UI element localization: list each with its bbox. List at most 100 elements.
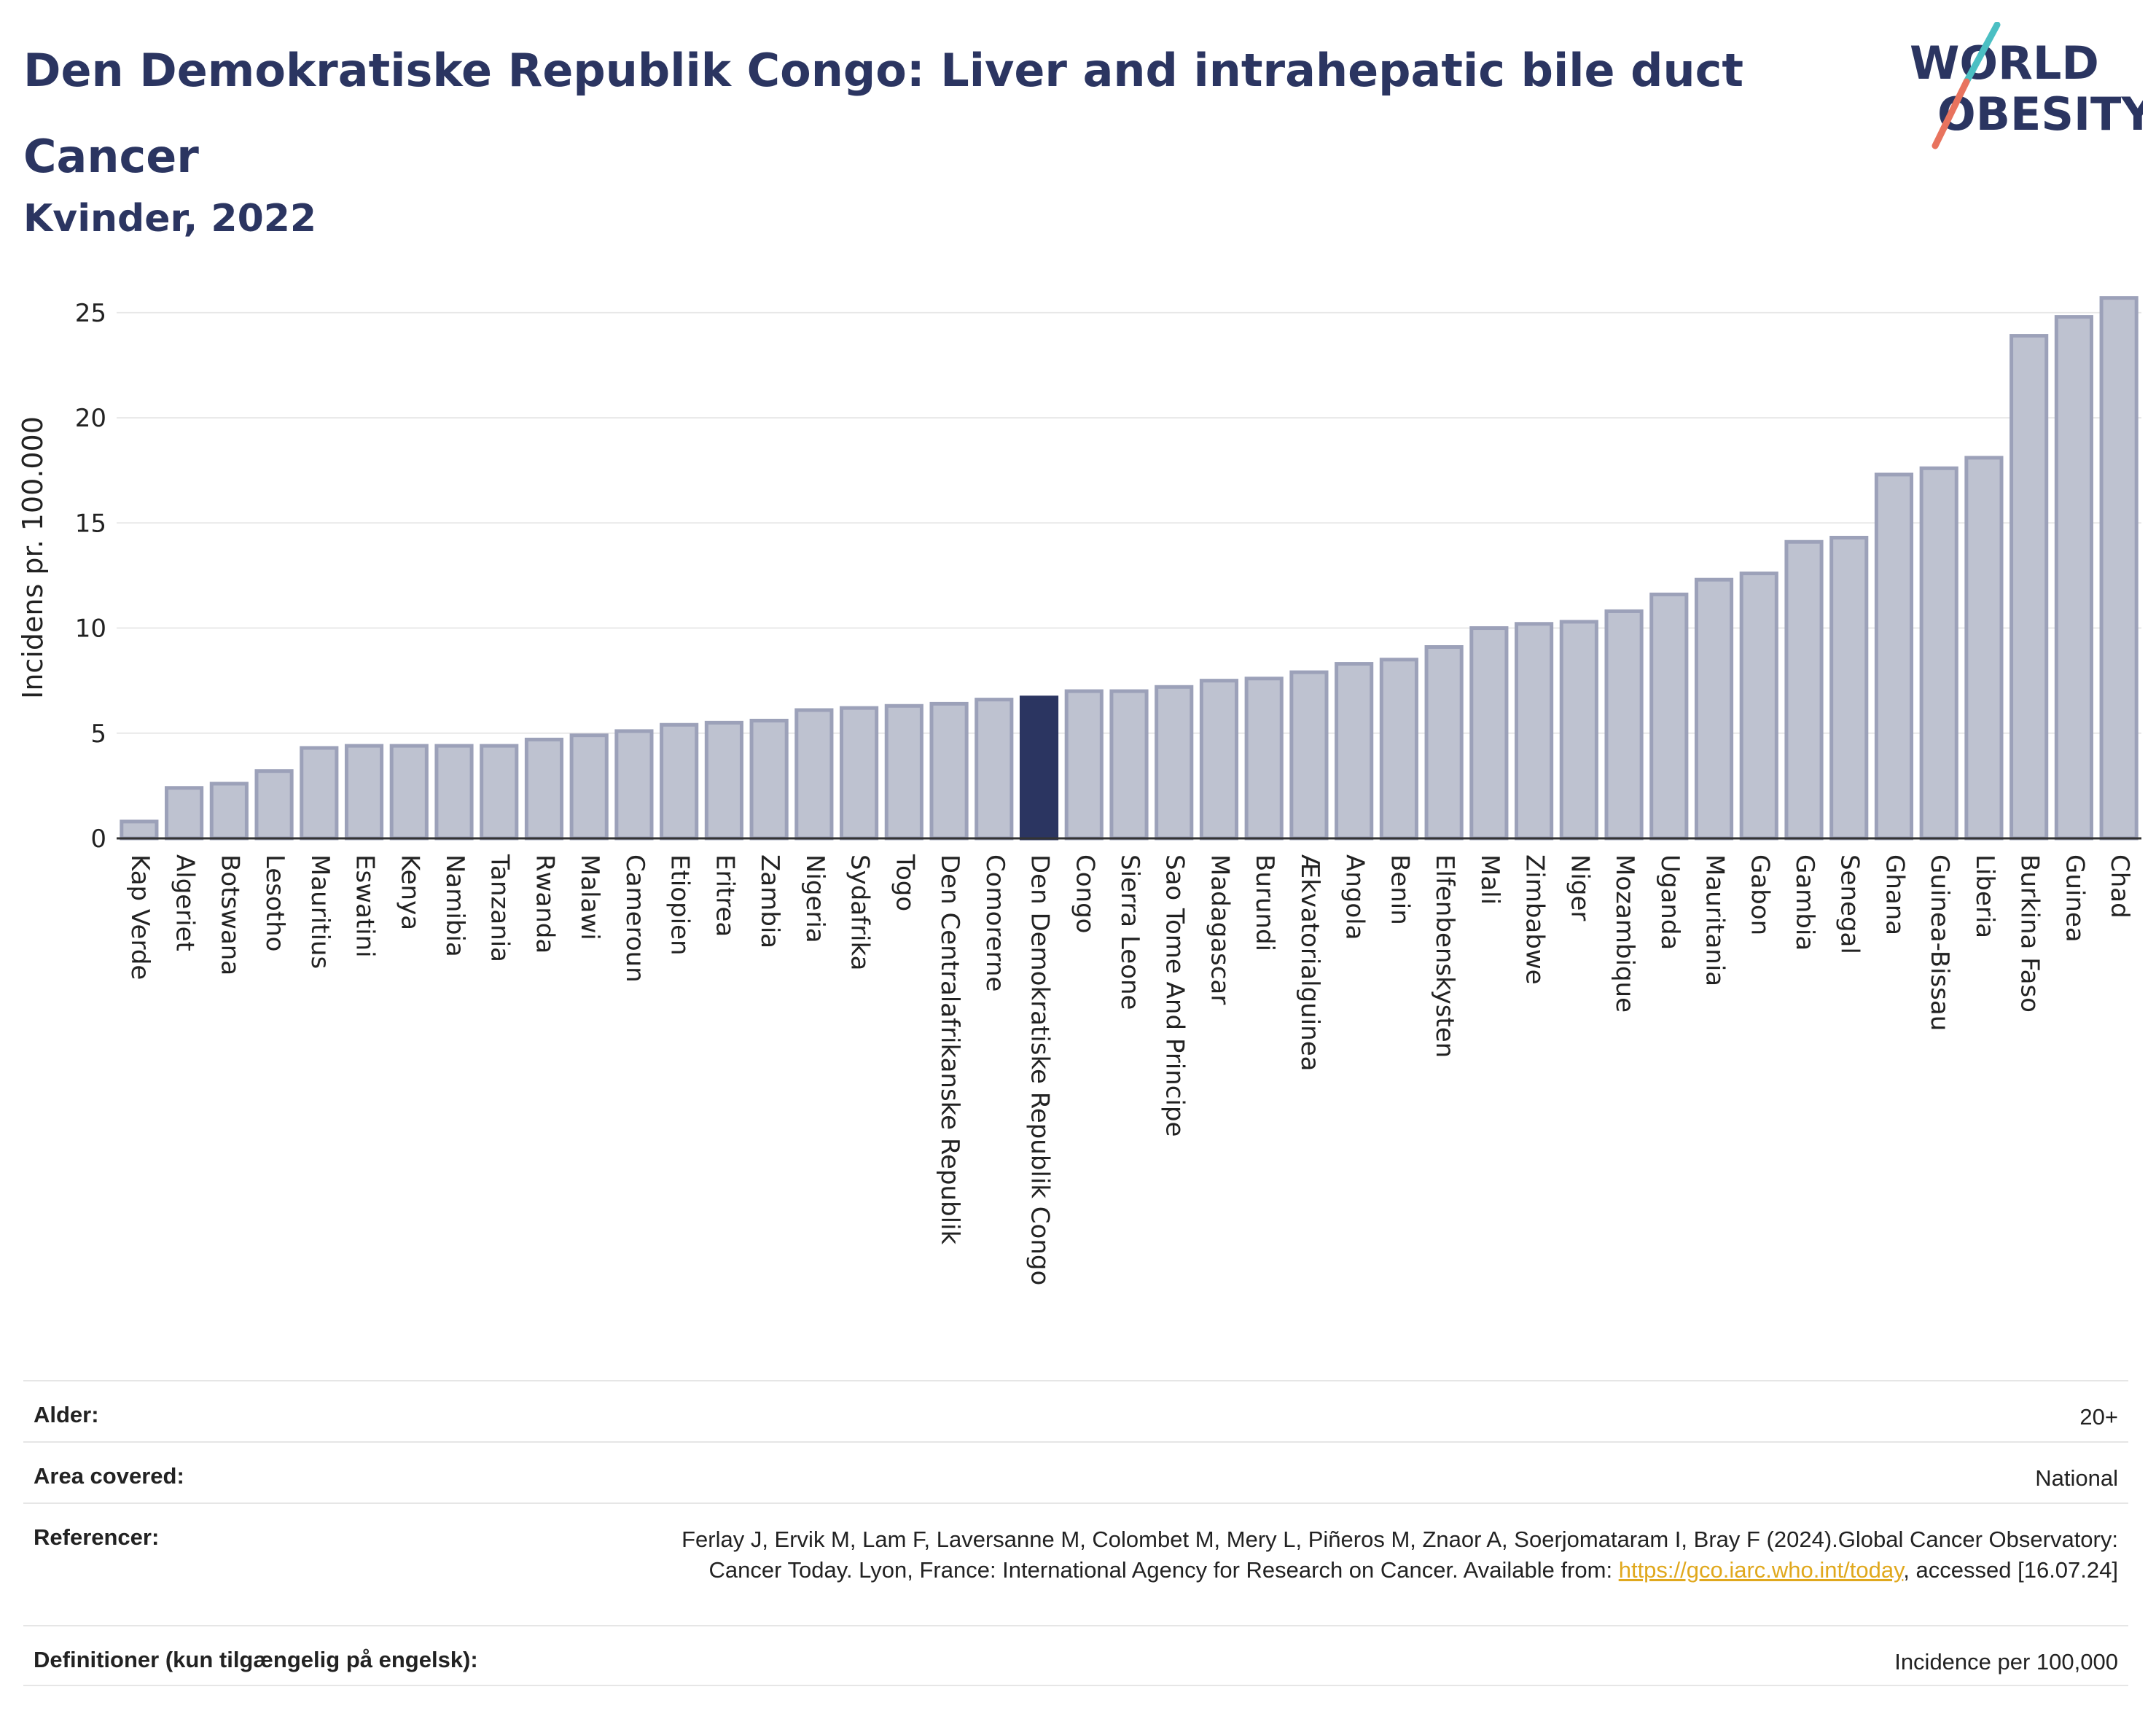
x-tick-label: Comorerne [980,854,1009,991]
info-value-references: Ferlay J, Ervik M, Lam F, Laversanne M, … [631,1504,2118,1625]
x-tick-label: Gambia [1790,854,1819,951]
x-tick-label: Den Centralafrikanske Republik [935,854,964,1244]
x-tick-label: Ækvatorialguinea [1295,854,1324,1071]
logo-line2: OBESITY [1937,87,2143,141]
bar-congo [1064,689,1104,841]
bar-niger [1559,620,1598,841]
x-tick-label: Elfenbenskysten [1430,854,1459,1058]
x-tick-label: Nigeria [800,854,829,943]
info-row-area: Area covered: National [23,1441,2128,1502]
info-row-age: Alder: 20+ [23,1380,2128,1441]
bar-sydafrika [840,706,879,841]
chart-subtitle: Kvinder, 2022 [23,197,317,241]
bar-den-centralafrikanske-republik [929,701,969,841]
bar-nigeria [794,708,834,841]
bar-ghana [1874,472,1914,841]
bar-kenya [389,744,429,841]
bar-mauritius [300,746,339,841]
info-key-references: Referencer: [34,1524,160,1550]
world-obesity-logo: WORLD OBESITY [1910,22,2143,149]
bar-cameroun [614,729,654,841]
chart-title: Den Demokratiske Republik Congo: Liver a… [23,44,1744,183]
bar-malawi [569,733,609,841]
bar-chart: 0 5 10 15 20 25 Kap Verde Algeriet Botswana Leso… [17,296,2141,1285]
bar-etiopien [660,722,699,841]
bar-liberia [1964,456,2004,841]
bar-comorerne [975,698,1014,841]
x-tick-label: Burkina Faso [2015,854,2044,1013]
bar-mauritania [1694,577,1734,841]
info-table: Alder: 20+ Area covered: National Refere… [23,1380,2128,1686]
info-row-references: Referencer: Ferlay J, Ervik M, Lam F, La… [23,1502,2128,1625]
x-tick-label: Burundi [1250,854,1279,951]
info-key-definitions: Definitioner (kun tilgængelig på engelsk… [34,1647,478,1672]
bar-madagascar [1199,679,1239,841]
bar-eswatini [344,744,384,841]
x-tick-label: Algeriet [171,854,200,951]
y-tick-label: 25 [75,299,106,328]
logo-slash-teal [1963,22,2001,85]
x-tick-label: Malawi [575,854,604,940]
x-tick-label: Sierra Leone [1115,854,1144,1010]
info-key-age: Alder: [34,1402,99,1427]
x-tick-label: Namibia [440,854,469,957]
bar-guinea [2054,315,2093,841]
reference-accessed: , accessed [16.07.24] [1903,1557,2118,1583]
x-tick-label: Zimbabwe [1520,854,1550,985]
x-tick-label: Cameroun [620,854,649,983]
bar-zambia [749,718,789,841]
y-tick-label: 10 [75,615,106,644]
bar-guinea-bissau [1919,466,1958,841]
bar-den-demokratiske-republik-congo [1019,695,1059,841]
x-tick-label: Mauritius [305,854,335,969]
x-tick-label: Mauritania [1700,854,1730,986]
bar-gambia [1784,539,1824,841]
logo-slash-coral [1932,78,1970,149]
x-tick-label: Lesotho [260,854,289,951]
bar-namibia [434,744,474,841]
y-tick-label: 0 [90,825,106,854]
bar-benin [1379,658,1418,841]
y-axis-ticks: 0 5 10 15 20 25 [75,299,106,854]
x-tick-label: Congo [1070,854,1099,933]
x-tick-label: Tanzania [485,854,515,962]
x-tick-label: Chad [2105,854,2134,919]
bar-elfenbenskysten [1424,645,1464,841]
x-tick-label: Kenya [395,854,424,930]
bar-chad [2099,296,2139,841]
bar-mozambique [1604,609,1644,841]
bar-kap-verde [120,819,159,841]
x-tick-label: Madagascar [1205,854,1234,1005]
y-axis-label: Incidens pr. 100.000 [17,416,49,699]
x-tick-label: Rwanda [530,854,559,954]
bar-rwanda [524,737,564,841]
info-value-age: 20+ [2079,1404,2118,1430]
y-tick-label: 5 [90,720,106,749]
x-tick-label: Gabon [1745,854,1774,935]
y-tick-label: 20 [75,404,106,433]
x-tick-label: Guinea [2060,854,2089,943]
x-tick-label: Uganda [1655,854,1684,950]
x-tick-label: Eswatini [351,854,380,958]
x-tick-label: Kap Verde [125,854,155,980]
bar-burkina-faso [2009,334,2049,841]
bar-sao-tome-and-principe [1155,685,1194,841]
reference-link[interactable]: https://gco.iarc.who.int/today [1618,1557,1904,1583]
bar-angola [1335,662,1374,841]
info-value-area: National [2035,1465,2118,1491]
bar-mali [1469,626,1509,841]
info-key-area: Area covered: [34,1463,184,1489]
bar-botswana [209,781,249,841]
x-tick-label: Eritrea [710,854,739,937]
bar-ækvatorialguinea [1289,670,1329,841]
bar-algeriet [165,786,204,841]
x-tick-label: Zambia [755,854,784,948]
bar-gabon [1739,572,1778,841]
bar-eritrea [704,720,743,841]
bar-lesotho [254,769,294,841]
x-tick-label: Etiopien [665,854,695,956]
bar-sierra-leone [1109,689,1149,841]
bar-tanzania [480,744,519,841]
x-tick-label: Angola [1340,854,1370,940]
x-tick-label: Liberia [1970,854,1999,938]
